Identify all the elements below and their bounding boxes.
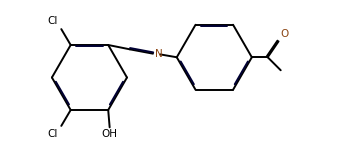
Text: N: N: [155, 49, 163, 59]
Text: OH: OH: [102, 129, 118, 140]
Text: O: O: [280, 29, 288, 39]
Text: Cl: Cl: [47, 16, 58, 26]
Text: Cl: Cl: [47, 129, 58, 139]
